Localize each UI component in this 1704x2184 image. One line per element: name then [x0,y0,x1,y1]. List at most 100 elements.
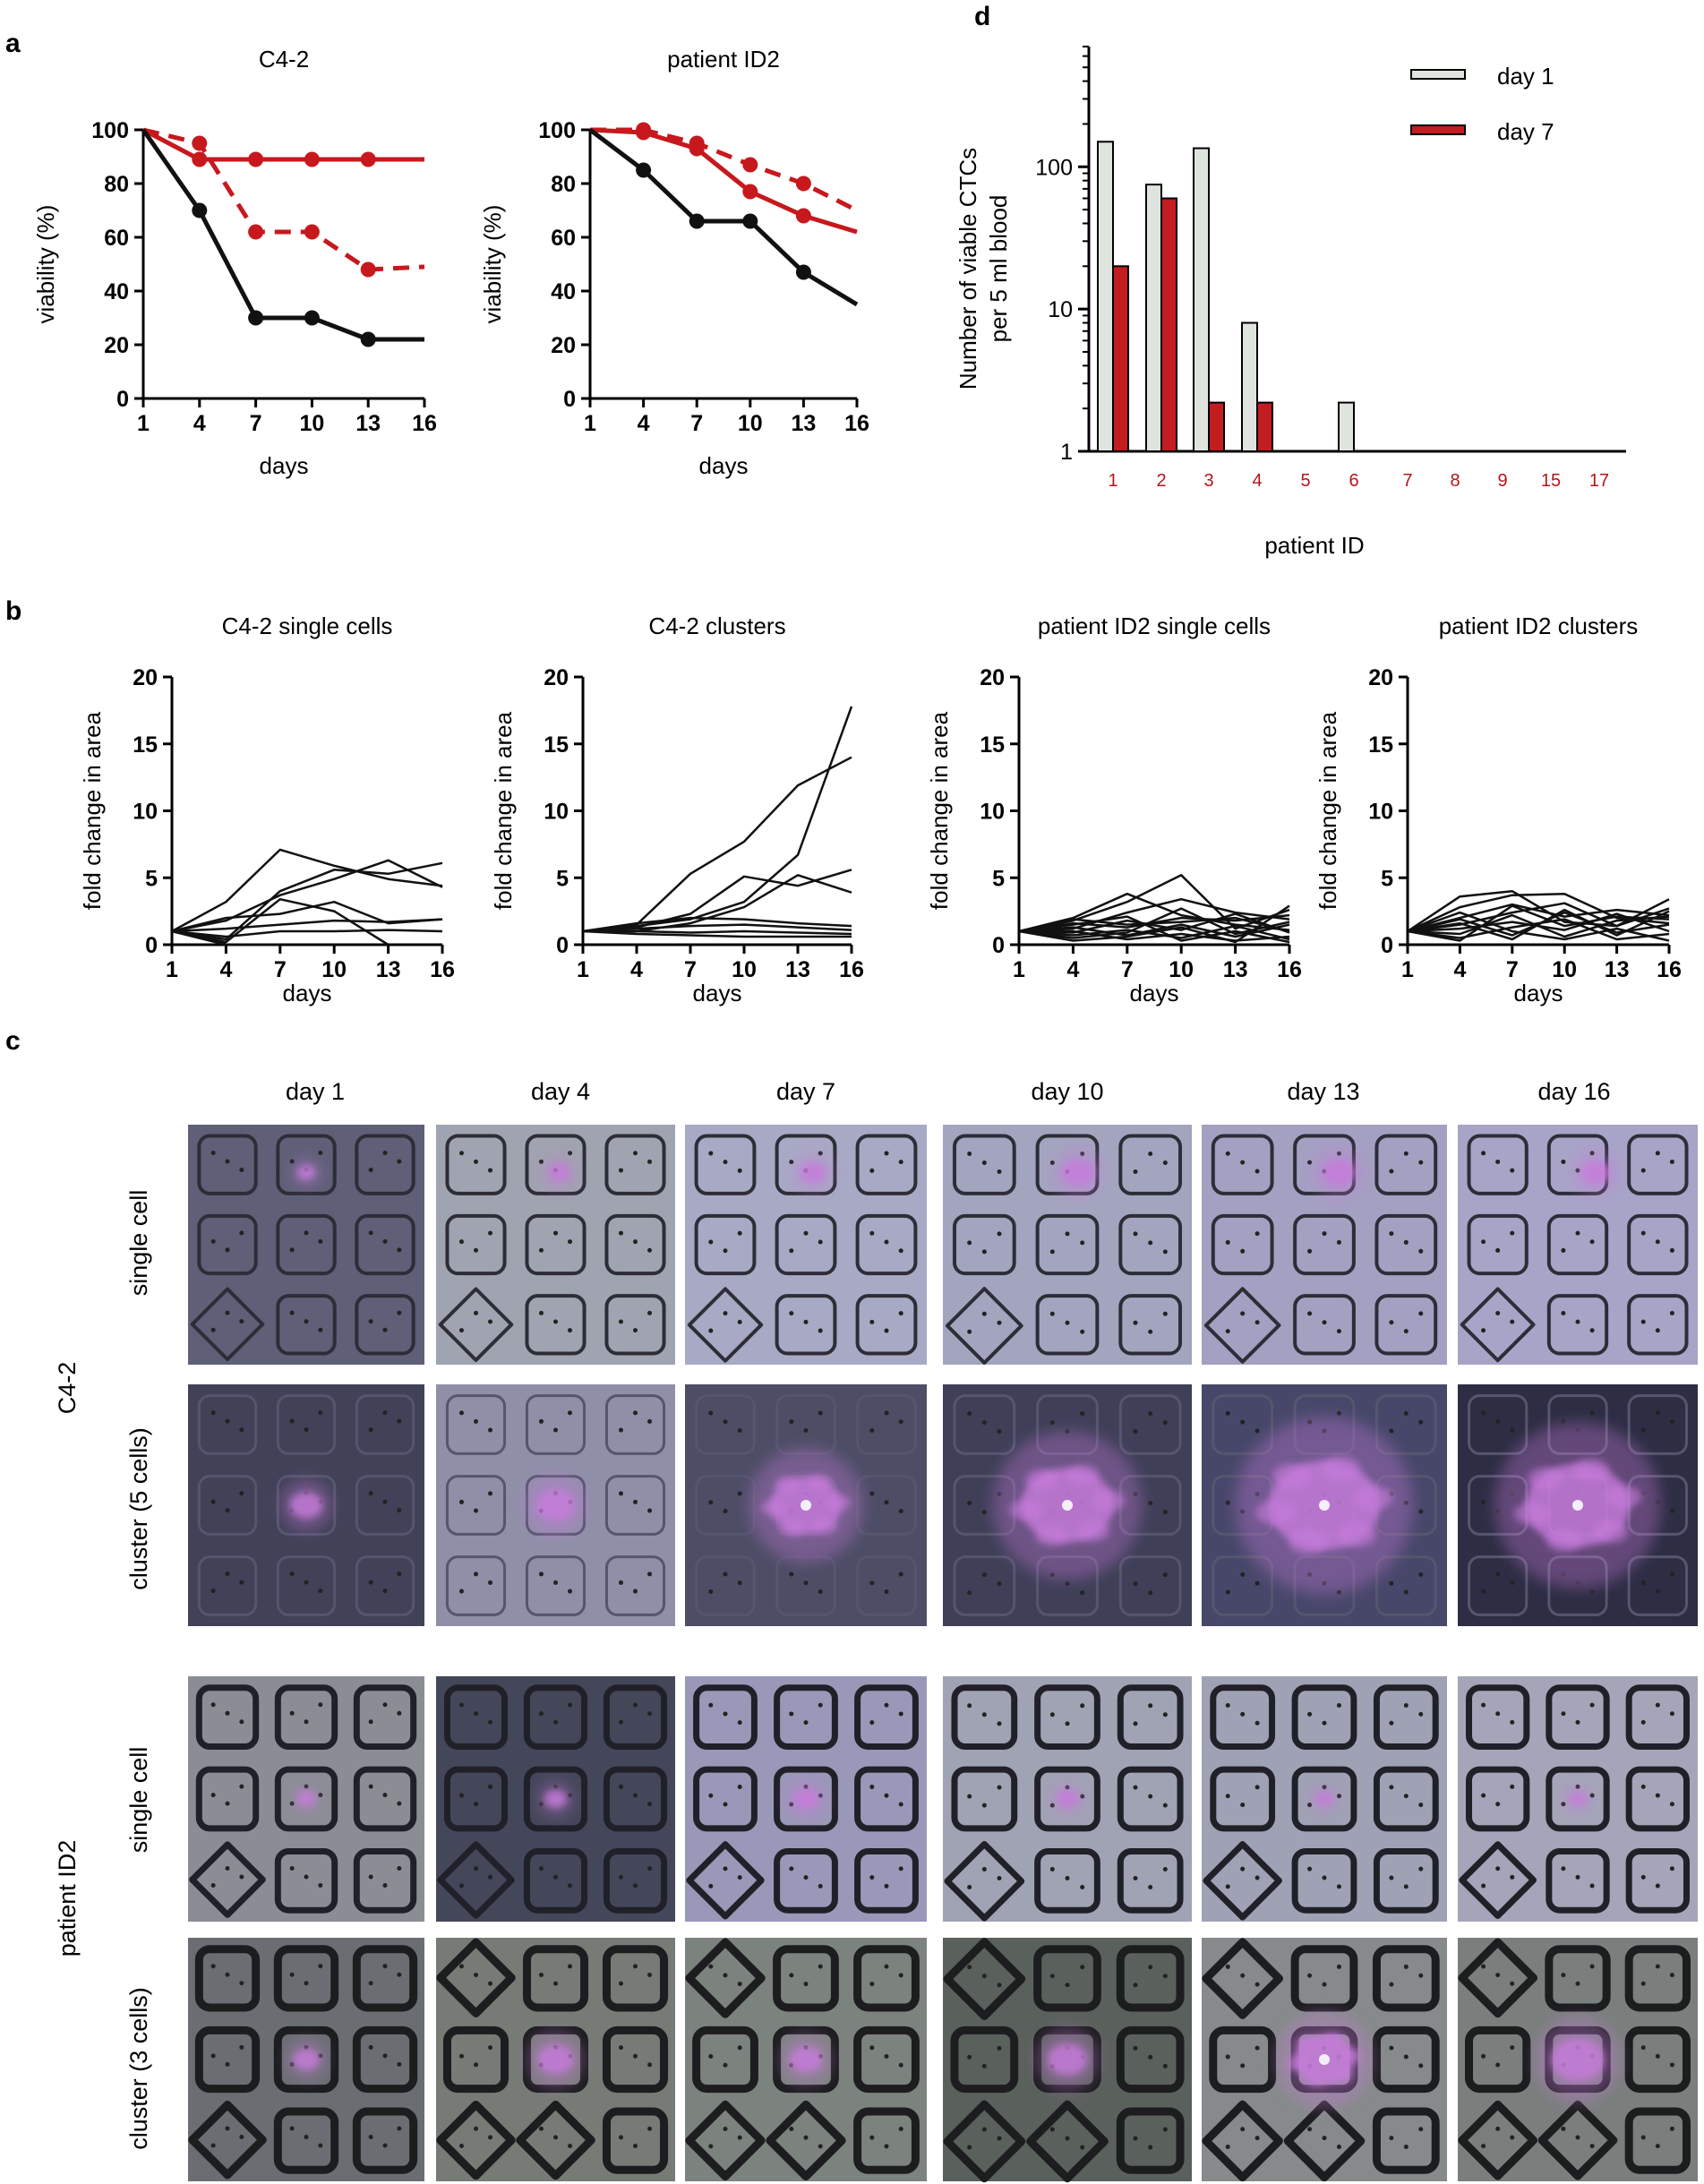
debris-dot [869,1982,875,1987]
debris-dot [1510,1784,1515,1789]
debris-dot [289,2126,295,2131]
x-tick-label: 7 [1121,957,1134,982]
debris-dot [488,1319,493,1324]
debris-dot [1162,1866,1168,1871]
column-title-day-16: day 16 [1537,1078,1610,1105]
debris-dot [1589,1589,1595,1594]
debris-dot [967,1703,972,1709]
debris-dot [981,1572,987,1578]
debris-dot [1418,1711,1424,1717]
cell-blob [548,1164,570,1182]
microwell [1460,1287,1536,1363]
microwell [856,1394,917,1455]
debris-dot [869,2135,875,2140]
cell-nucleus [1062,1500,1073,1511]
debris-dot [225,1159,230,1164]
chart-title: C4-2 clusters [648,612,785,639]
series-line-5 [1407,913,1670,938]
debris-dot [789,1160,794,1165]
data-point [795,208,811,224]
chart-viable-ctcs: 1 10 100 1 2 3 4 5 6 7 8 9 15 17 patient ID Number of v… [955,46,1626,559]
debris-dot [1481,1702,1486,1708]
debris-dot [997,1983,1002,1988]
cell-protrusion [1513,1502,1551,1526]
debris-dot [568,1964,573,1969]
bar-day7-1 [1112,265,1129,452]
debris-dot [723,1311,728,1316]
debris-dot [397,1865,402,1871]
x-tick-label: 4 [1066,957,1079,982]
debris-dot [1148,1152,1153,1157]
microwell [855,1134,918,1195]
debris-dot [1640,2045,1646,2051]
debris-dot [997,1429,1002,1435]
debris-dot [1240,1572,1246,1577]
microwell [1283,2100,1366,2182]
microwell [197,1555,258,1616]
debris-dot [1575,1719,1580,1725]
debris-dot [869,1168,875,1173]
microwell [1545,1945,1611,2012]
debris-dot [210,1702,216,1708]
microwell [1625,1847,1690,1914]
series-line-3 [583,874,852,933]
y-tick-label: 5 [1381,866,1393,891]
microwell [1116,2107,1185,2174]
debris-dot [708,1151,714,1156]
debris-dot [708,1410,714,1416]
debris-dot [1065,1983,1070,1988]
debris-dot [474,1572,478,1577]
debris-dot [723,1248,728,1254]
debris-dot [1307,1248,1313,1254]
debris-dot [884,1793,889,1798]
debris-dot [647,1973,653,1978]
debris-dot [382,1410,388,1416]
debris-dot [1162,1161,1168,1166]
cell-nucleus [1319,2054,1330,2065]
microwell [1459,1841,1537,1919]
debris-dot [1575,1230,1580,1236]
debris-dot [1403,1964,1409,1969]
microwell [1627,1555,1688,1616]
cell-protrusion [761,1499,787,1516]
debris-dot [1133,2045,1138,2051]
debris-dot [1389,1720,1394,1726]
microwell [437,1841,515,1919]
debris-dot [1495,1802,1501,1807]
debris-dot [803,1982,809,1987]
debris-dot [618,1491,623,1496]
debris-dot [1322,1320,1327,1325]
debris-dot [289,1972,295,1977]
cell-nucleus [1572,1500,1583,1511]
x-tick-label: 1 [1013,957,1025,982]
debris-dot [1065,1875,1070,1880]
microwell [276,1475,337,1536]
cell-blob [294,2049,319,2070]
microwell [944,1840,1025,1922]
y-tick-label: 80 [104,172,129,197]
microwell [1374,1294,1438,1356]
cell-blob [1057,1790,1078,1808]
microwell [445,1134,507,1195]
debris-dot [818,1410,823,1416]
debris-dot [1495,1866,1501,1871]
debris-dot [318,1327,323,1332]
debris-dot [1575,1319,1580,1324]
debris-dot [1307,1311,1313,1316]
debris-dot [967,1329,972,1334]
debris-dot [397,2126,402,2131]
debris-dot [239,2135,244,2140]
debris-dot [368,1874,373,1880]
debris-dot [474,1159,478,1164]
debris-dot [210,1238,216,1244]
debris-dot [1389,1320,1394,1325]
legend-label-day1: day 1 [1497,63,1554,90]
column-title-day-13: day 13 [1287,1078,1359,1105]
debris-dot [1640,1427,1646,1433]
cell-protrusion [1272,1463,1312,1488]
debris-dot [967,2054,972,2060]
debris-dot [382,1882,388,1888]
debris-dot [898,1160,903,1165]
debris-dot [239,1427,244,1433]
